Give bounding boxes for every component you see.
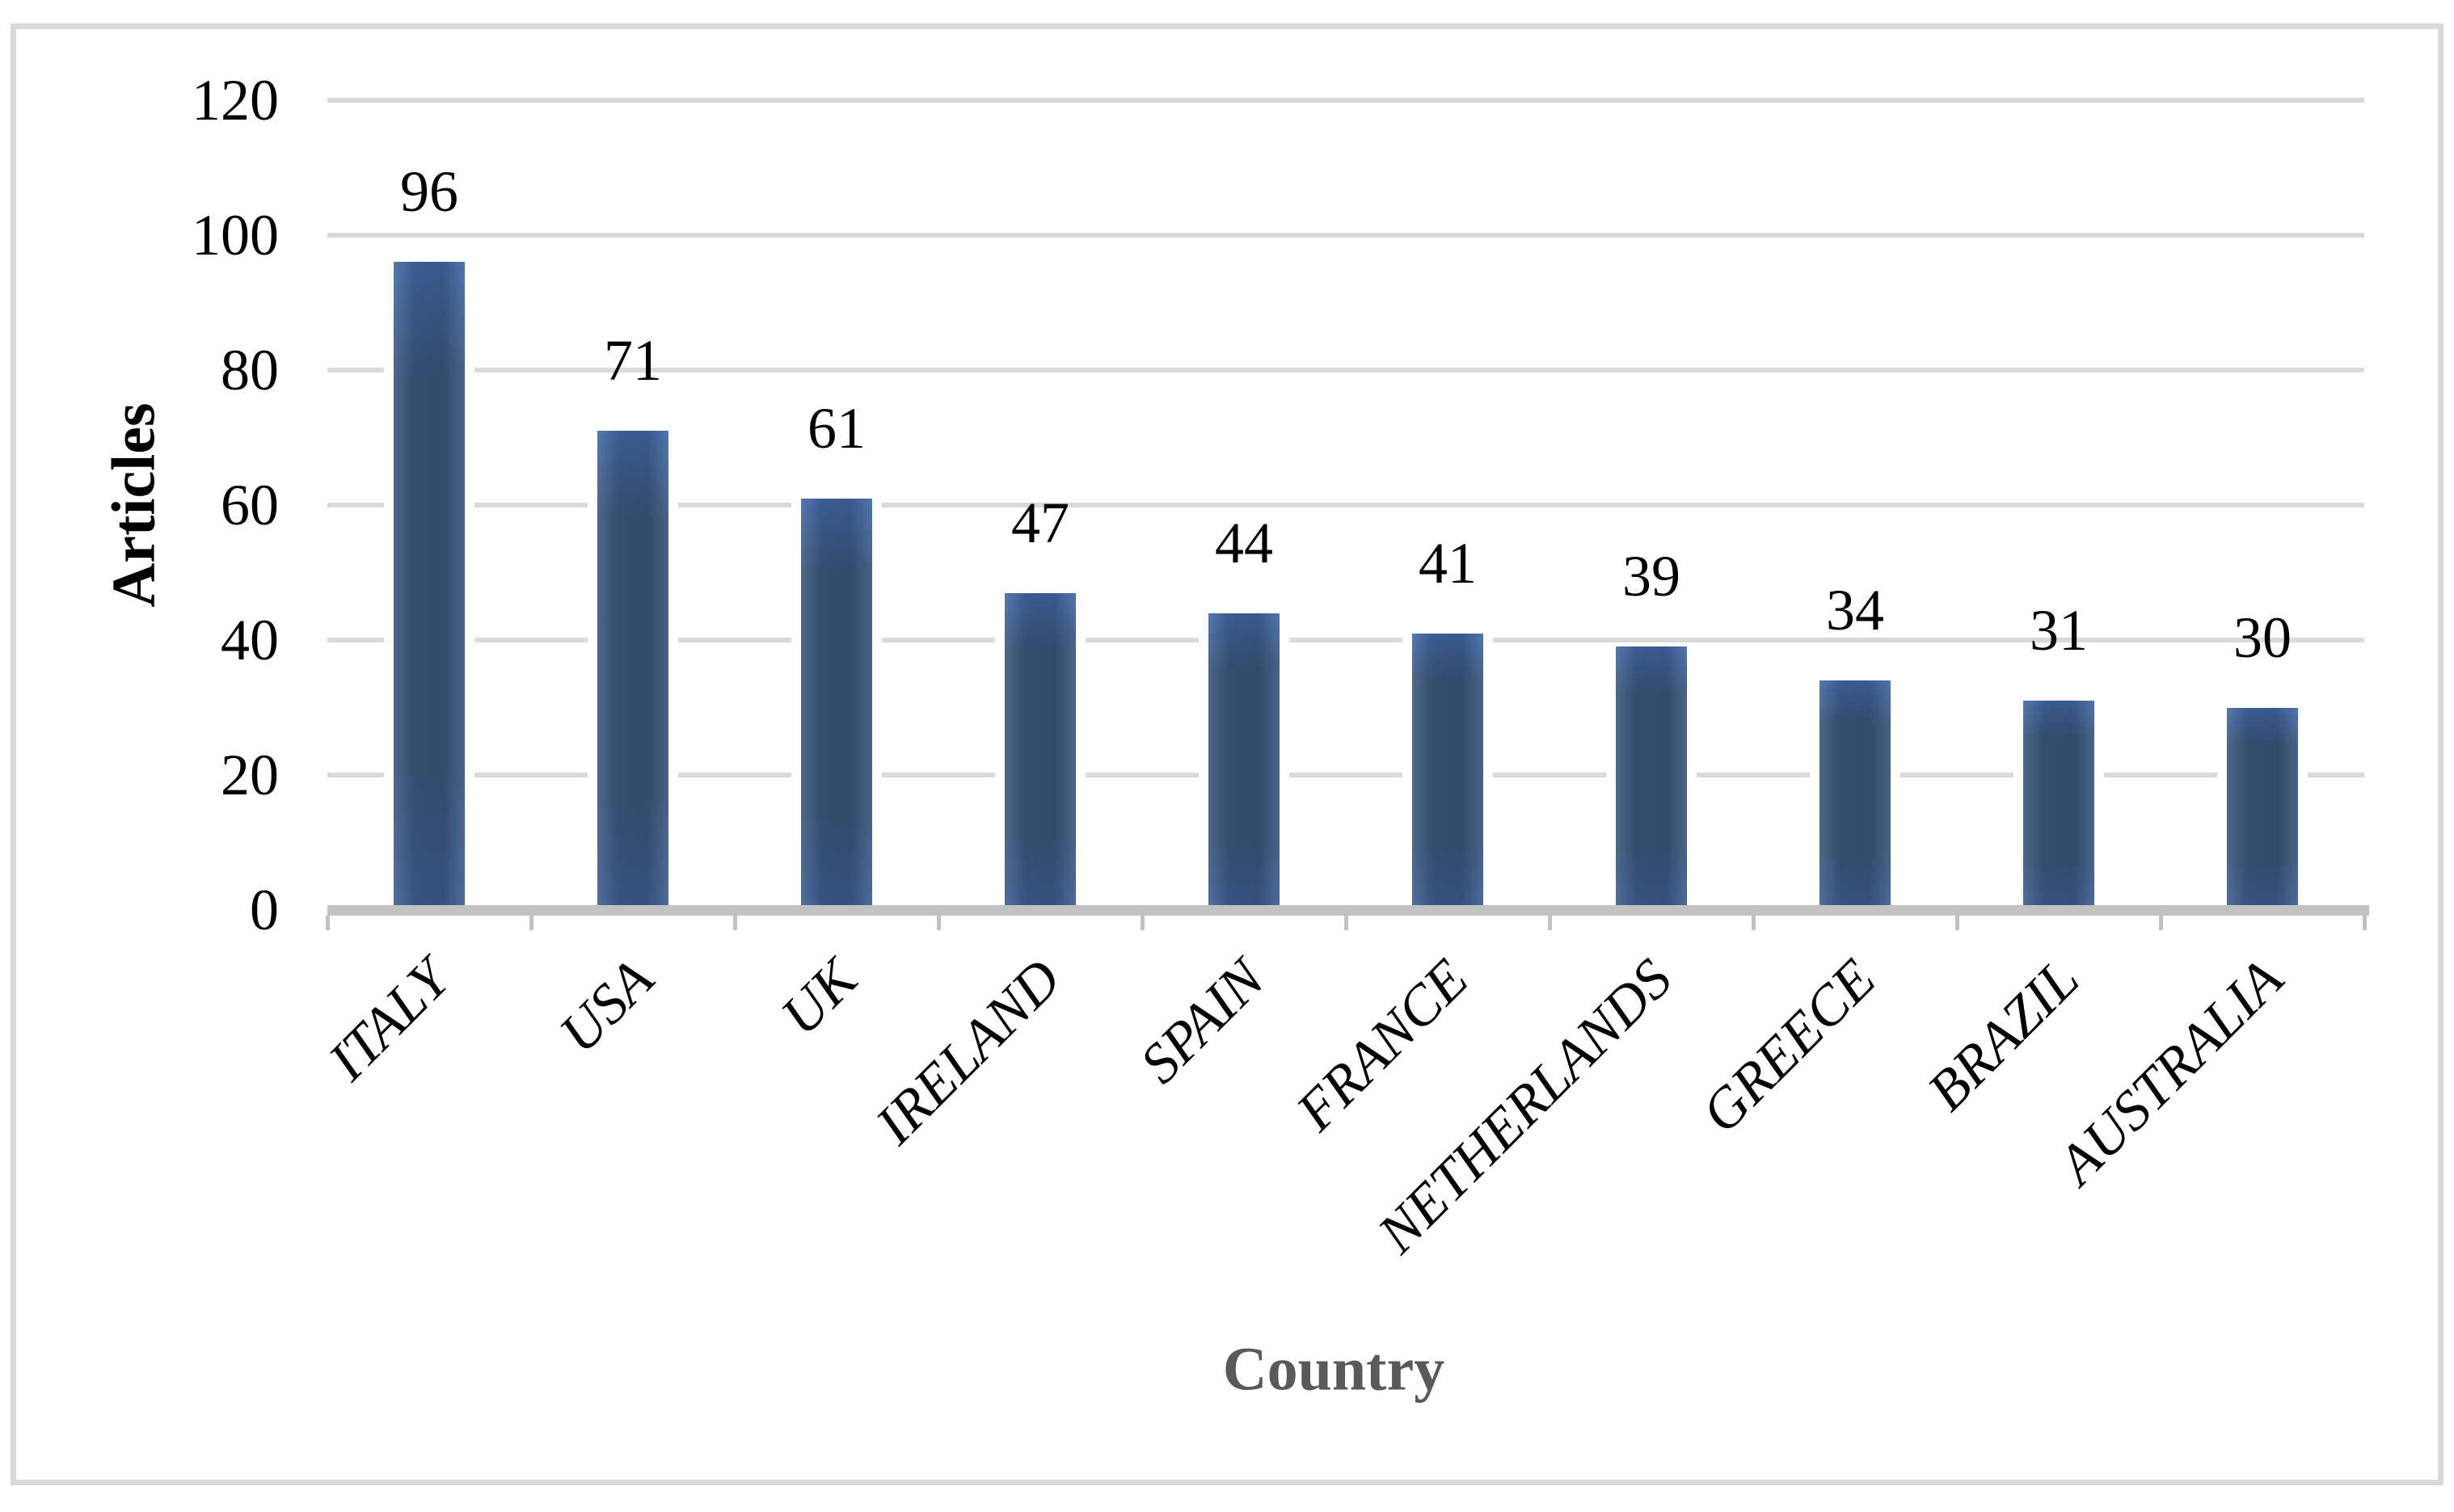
x-axis-tick xyxy=(2159,916,2163,930)
bar-value-label: 47 xyxy=(1011,490,1069,555)
x-axis-tick xyxy=(1344,916,1348,930)
bar xyxy=(1005,592,1076,908)
x-axis-title: Country xyxy=(1222,1335,1445,1404)
gridline xyxy=(327,773,2364,777)
x-axis-tick xyxy=(1955,916,1959,930)
x-axis-tick xyxy=(1548,916,1552,930)
bar-value-label: 31 xyxy=(2030,598,2088,663)
x-axis-tick xyxy=(326,916,330,930)
bar-value-label: 30 xyxy=(2233,604,2292,670)
x-axis-tick xyxy=(1752,916,1756,930)
x-axis-tick xyxy=(529,916,533,930)
bar xyxy=(2227,707,2298,908)
gridline xyxy=(327,233,2364,238)
y-tick-label: 120 xyxy=(192,68,279,133)
bar xyxy=(1819,680,1891,908)
x-axis-line xyxy=(327,905,2369,916)
bar-value-label: 61 xyxy=(807,395,866,461)
bar xyxy=(2023,701,2094,908)
bar-value-label: 71 xyxy=(604,328,662,394)
bar xyxy=(801,498,872,908)
y-tick-label: 80 xyxy=(221,338,279,402)
gridline xyxy=(327,638,2364,642)
y-tick-label: 0 xyxy=(250,878,279,942)
bar-value-label: 96 xyxy=(400,159,458,225)
bar-value-label: 39 xyxy=(1622,544,1680,609)
bar xyxy=(1616,646,1687,908)
x-axis-tick xyxy=(733,916,737,930)
bar xyxy=(597,431,668,908)
gridline xyxy=(327,98,2364,103)
y-axis-title: Articles xyxy=(99,402,168,608)
y-tick-label: 60 xyxy=(221,473,279,537)
y-tick-label: 40 xyxy=(221,608,279,672)
gridline xyxy=(327,503,2364,508)
chart-outer-border xyxy=(11,23,2443,1485)
x-axis-tick xyxy=(1141,916,1145,930)
bar-value-label: 34 xyxy=(1826,578,1884,643)
gridline xyxy=(327,368,2364,373)
bar-value-label: 41 xyxy=(1419,530,1477,596)
y-tick-label: 20 xyxy=(221,743,279,807)
bar xyxy=(394,262,465,908)
bar xyxy=(1412,633,1483,908)
y-tick-label: 100 xyxy=(192,203,279,267)
x-axis-tick xyxy=(2363,916,2367,930)
x-axis-tick xyxy=(937,916,941,930)
bar xyxy=(1208,613,1280,908)
bar-value-label: 44 xyxy=(1215,510,1273,575)
